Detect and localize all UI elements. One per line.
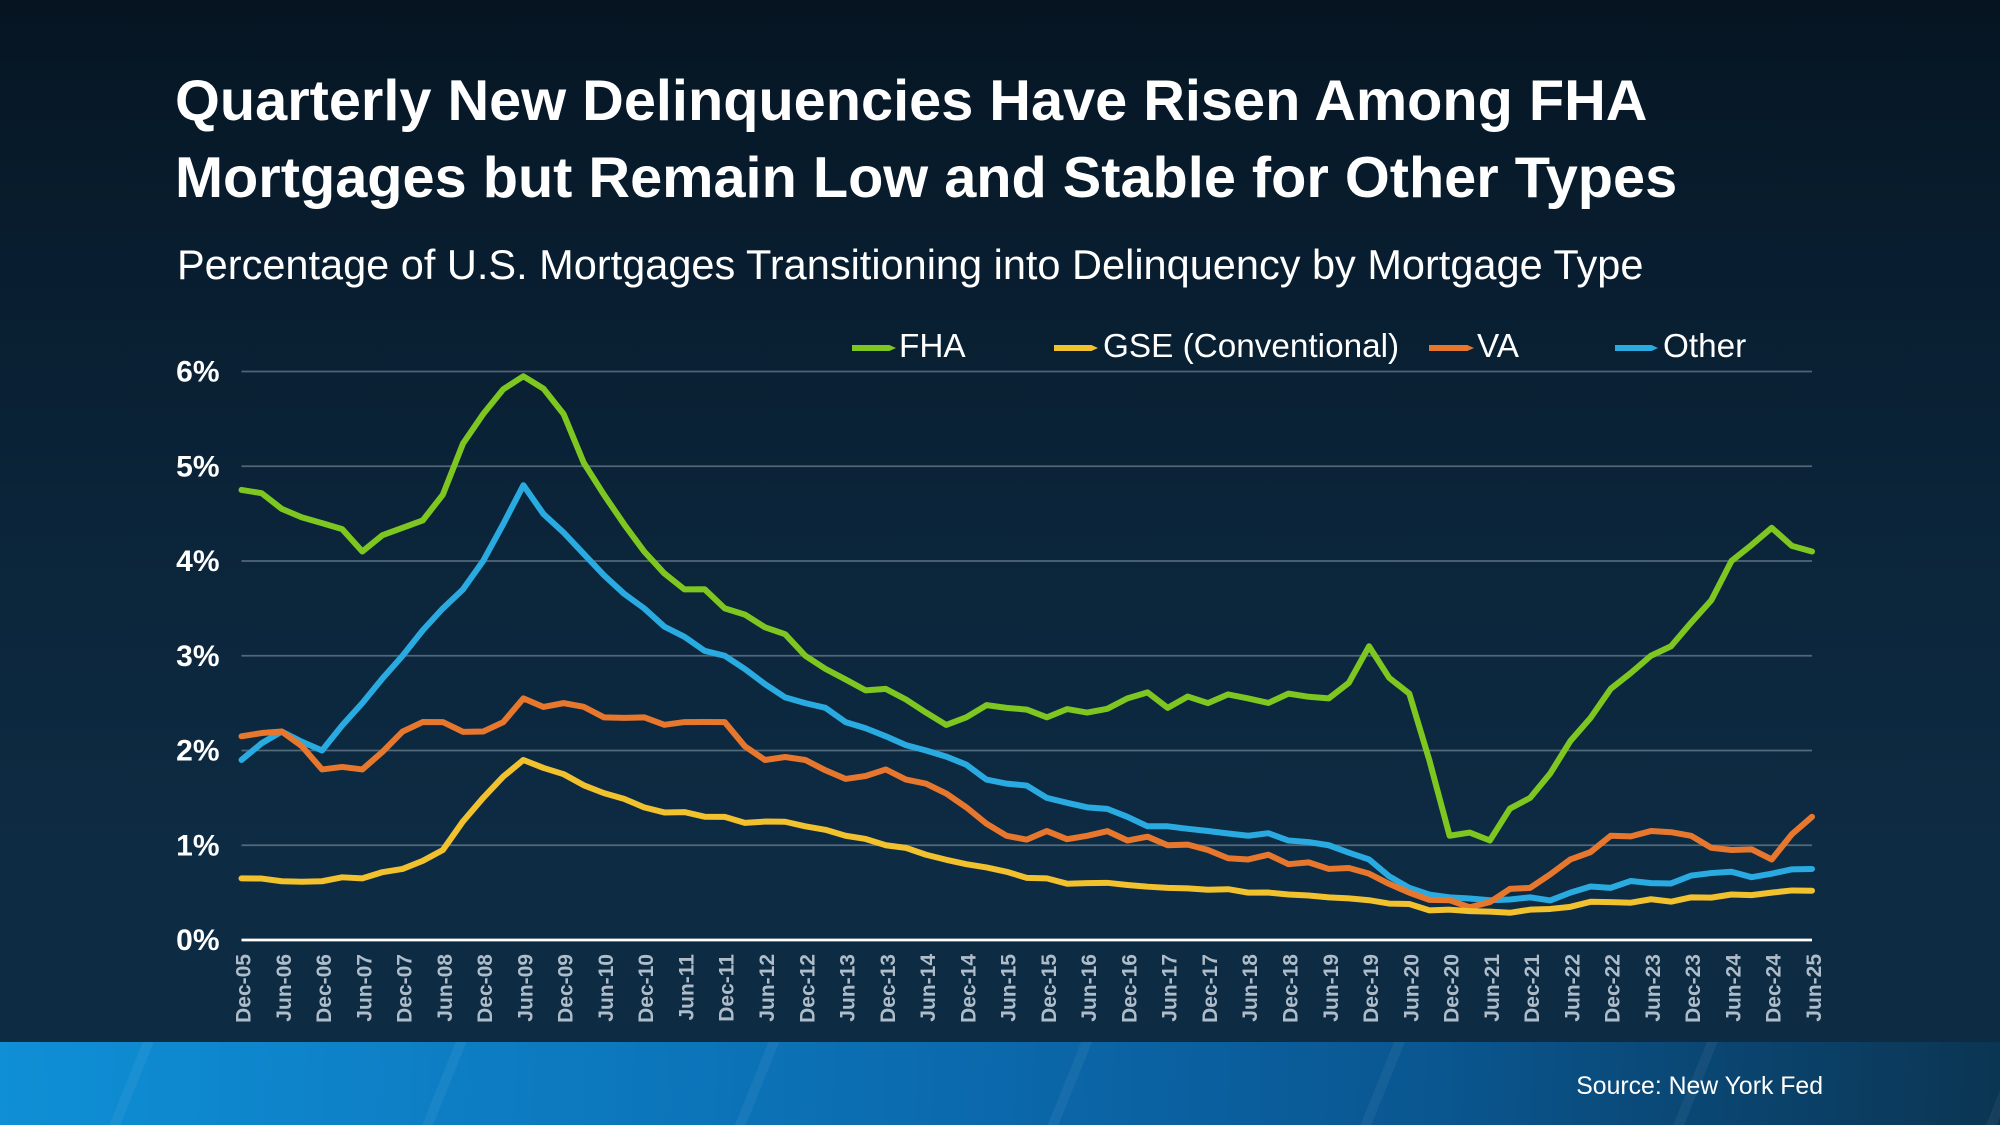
svg-text:Dec-13: Dec-13: [877, 954, 900, 1023]
svg-text:Jun-22: Jun-22: [1561, 954, 1584, 1022]
svg-text:2%: 2%: [176, 735, 219, 768]
svg-text:Dec-14: Dec-14: [957, 954, 980, 1023]
svg-text:5%: 5%: [176, 450, 219, 483]
svg-text:Jun-16: Jun-16: [1078, 954, 1101, 1022]
svg-text:Jun-18: Jun-18: [1239, 954, 1262, 1022]
svg-text:Jun-21: Jun-21: [1481, 954, 1504, 1022]
svg-text:Jun-10: Jun-10: [595, 954, 618, 1022]
svg-text:Jun-09: Jun-09: [514, 954, 537, 1022]
svg-text:Jun-07: Jun-07: [353, 954, 376, 1022]
svg-text:Dec-22: Dec-22: [1602, 954, 1625, 1023]
svg-text:Jun-15: Jun-15: [998, 954, 1021, 1022]
svg-text:Jun-19: Jun-19: [1320, 954, 1343, 1022]
svg-text:Dec-24: Dec-24: [1763, 954, 1786, 1023]
svg-text:Jun-13: Jun-13: [837, 954, 860, 1022]
svg-text:Dec-05: Dec-05: [233, 954, 256, 1023]
svg-text:Dec-09: Dec-09: [555, 954, 578, 1023]
svg-text:Jun-12: Jun-12: [756, 954, 779, 1022]
svg-text:Dec-15: Dec-15: [1038, 954, 1061, 1023]
svg-text:4%: 4%: [176, 545, 219, 578]
svg-text:Dec-20: Dec-20: [1441, 954, 1464, 1023]
svg-text:Jun-14: Jun-14: [917, 954, 940, 1022]
svg-text:Jun-08: Jun-08: [434, 954, 457, 1022]
svg-text:Jun-25: Jun-25: [1803, 954, 1826, 1022]
svg-text:Dec-18: Dec-18: [1280, 954, 1303, 1023]
svg-text:Dec-21: Dec-21: [1521, 954, 1544, 1023]
svg-text:Jun-17: Jun-17: [1159, 954, 1182, 1022]
svg-text:1%: 1%: [176, 829, 219, 862]
svg-text:Dec-19: Dec-19: [1360, 954, 1383, 1023]
svg-text:Jun-11: Jun-11: [675, 954, 698, 1021]
svg-text:Jun-06: Jun-06: [273, 954, 296, 1022]
svg-text:6%: 6%: [176, 356, 219, 389]
svg-text:Jun-23: Jun-23: [1642, 954, 1665, 1022]
svg-text:Jun-20: Jun-20: [1400, 954, 1423, 1022]
svg-text:Jun-24: Jun-24: [1722, 954, 1745, 1022]
svg-text:0%: 0%: [176, 924, 219, 957]
svg-text:Dec-07: Dec-07: [394, 954, 417, 1023]
svg-text:Dec-16: Dec-16: [1118, 954, 1141, 1023]
svg-text:Dec-23: Dec-23: [1682, 954, 1705, 1023]
svg-text:Dec-17: Dec-17: [1199, 954, 1222, 1023]
svg-text:Dec-08: Dec-08: [474, 954, 497, 1023]
svg-text:Dec-12: Dec-12: [796, 954, 819, 1023]
svg-text:3%: 3%: [176, 640, 219, 673]
svg-text:Dec-11: Dec-11: [716, 954, 739, 1022]
svg-text:Dec-10: Dec-10: [635, 954, 658, 1023]
svg-text:Dec-06: Dec-06: [313, 954, 336, 1023]
